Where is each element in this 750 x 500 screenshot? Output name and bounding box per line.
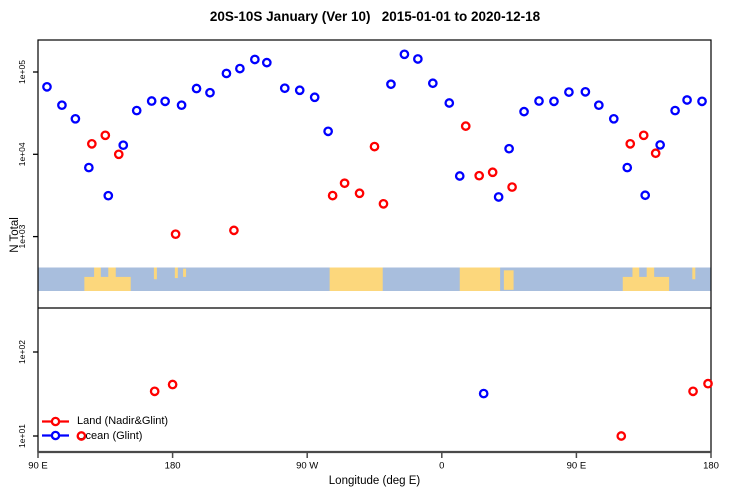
x-axis-tick-label: 90 W xyxy=(296,461,318,472)
data-point xyxy=(608,113,619,124)
x-axis-tick-label: 90 E xyxy=(567,461,587,472)
data-point xyxy=(378,198,389,209)
data-point xyxy=(294,85,305,96)
data-point xyxy=(493,192,504,202)
data-point xyxy=(100,130,111,141)
data-point xyxy=(549,96,559,107)
map-strip-land-patch xyxy=(459,267,501,291)
map-strip-land-patch xyxy=(174,267,178,279)
data-point xyxy=(564,87,574,97)
data-point xyxy=(507,182,517,192)
data-point xyxy=(167,379,178,390)
data-point xyxy=(309,92,320,103)
map-strip-land-patch xyxy=(692,267,696,280)
data-point xyxy=(205,87,215,98)
data-point xyxy=(444,98,455,108)
plot-border xyxy=(37,39,712,453)
data-point xyxy=(279,83,290,94)
data-point xyxy=(170,229,181,240)
data-point xyxy=(616,431,627,441)
data-point xyxy=(670,105,680,116)
data-point xyxy=(650,148,661,159)
map-strip-land-patch xyxy=(503,270,514,290)
y-axis-tick-label: 1e+04 xyxy=(17,142,27,166)
data-point xyxy=(57,100,67,111)
data-point xyxy=(118,140,129,151)
data-point xyxy=(474,170,485,181)
data-point xyxy=(113,149,124,160)
data-point xyxy=(83,162,94,173)
data-point xyxy=(478,388,489,399)
data-point xyxy=(146,96,157,106)
data-point xyxy=(221,68,232,79)
data-point xyxy=(229,225,239,236)
data-point xyxy=(534,96,544,106)
data-point xyxy=(622,162,633,173)
x-axis-tick-label: 90 E xyxy=(28,461,48,472)
data-point xyxy=(703,378,713,389)
data-point xyxy=(504,143,514,154)
map-strip-land-patch xyxy=(646,267,655,291)
legend-item-land: Land (Nadir&Glint) xyxy=(42,414,168,429)
x-axis-tick-label: 0 xyxy=(439,461,444,472)
data-point xyxy=(327,190,338,201)
data-point xyxy=(176,100,187,111)
data-point xyxy=(688,386,698,397)
data-point xyxy=(131,105,142,116)
data-point xyxy=(323,126,333,137)
data-point xyxy=(339,178,350,189)
x-axis-tick-label: 180 xyxy=(165,461,181,472)
data-point xyxy=(235,63,245,74)
data-point xyxy=(625,138,636,149)
data-point xyxy=(413,54,423,64)
map-strip-land-patch xyxy=(84,276,131,291)
x-axis-label: Longitude (deg E) xyxy=(328,475,421,487)
ocean-series-marker-icon xyxy=(42,431,69,441)
legend-label-land: Land (Nadir&Glint) xyxy=(77,415,169,428)
data-point xyxy=(638,130,649,141)
data-point xyxy=(70,113,81,124)
chart-title: 20S-10S January (Ver 10) 2015-01-01 to 2… xyxy=(209,9,541,24)
data-point xyxy=(42,82,52,92)
data-point xyxy=(487,167,498,178)
data-point xyxy=(103,190,114,201)
y-axis-tick-label: 1e+05 xyxy=(17,60,27,84)
map-strip-land-patch xyxy=(153,267,157,280)
data-point xyxy=(519,106,529,117)
data-point xyxy=(369,141,380,152)
y-axis-tick-label: 1e+02 xyxy=(17,340,27,364)
map-strip-land-patch xyxy=(94,267,101,291)
map-strip-land-patch xyxy=(329,267,383,291)
data-point xyxy=(580,86,591,97)
data-point xyxy=(160,96,170,107)
data-point xyxy=(593,100,604,111)
data-point xyxy=(261,57,272,68)
data-point xyxy=(76,431,87,441)
data-point xyxy=(191,83,202,94)
land-series-marker-icon xyxy=(42,416,69,426)
data-point xyxy=(460,121,471,131)
map-strip-land-patch xyxy=(183,268,187,277)
x-axis-tick-label: 180 xyxy=(703,461,719,472)
y-axis-tick-label: 1e+01 xyxy=(17,424,27,448)
data-point xyxy=(399,49,410,60)
map-strip-land-patch xyxy=(108,267,116,291)
data-point xyxy=(682,95,692,105)
data-point xyxy=(354,188,365,199)
data-point xyxy=(149,386,160,397)
data-point xyxy=(640,190,651,201)
map-strip-land-patch xyxy=(622,276,670,291)
data-point xyxy=(454,171,465,181)
data-point xyxy=(86,138,97,149)
data-point xyxy=(655,140,666,150)
data-point xyxy=(250,54,260,65)
data-point xyxy=(697,96,707,107)
data-point xyxy=(427,78,438,89)
map-strip-land-patch xyxy=(632,267,640,291)
y-axis-tick-label: 1e+03 xyxy=(17,224,27,248)
data-point xyxy=(386,79,396,90)
